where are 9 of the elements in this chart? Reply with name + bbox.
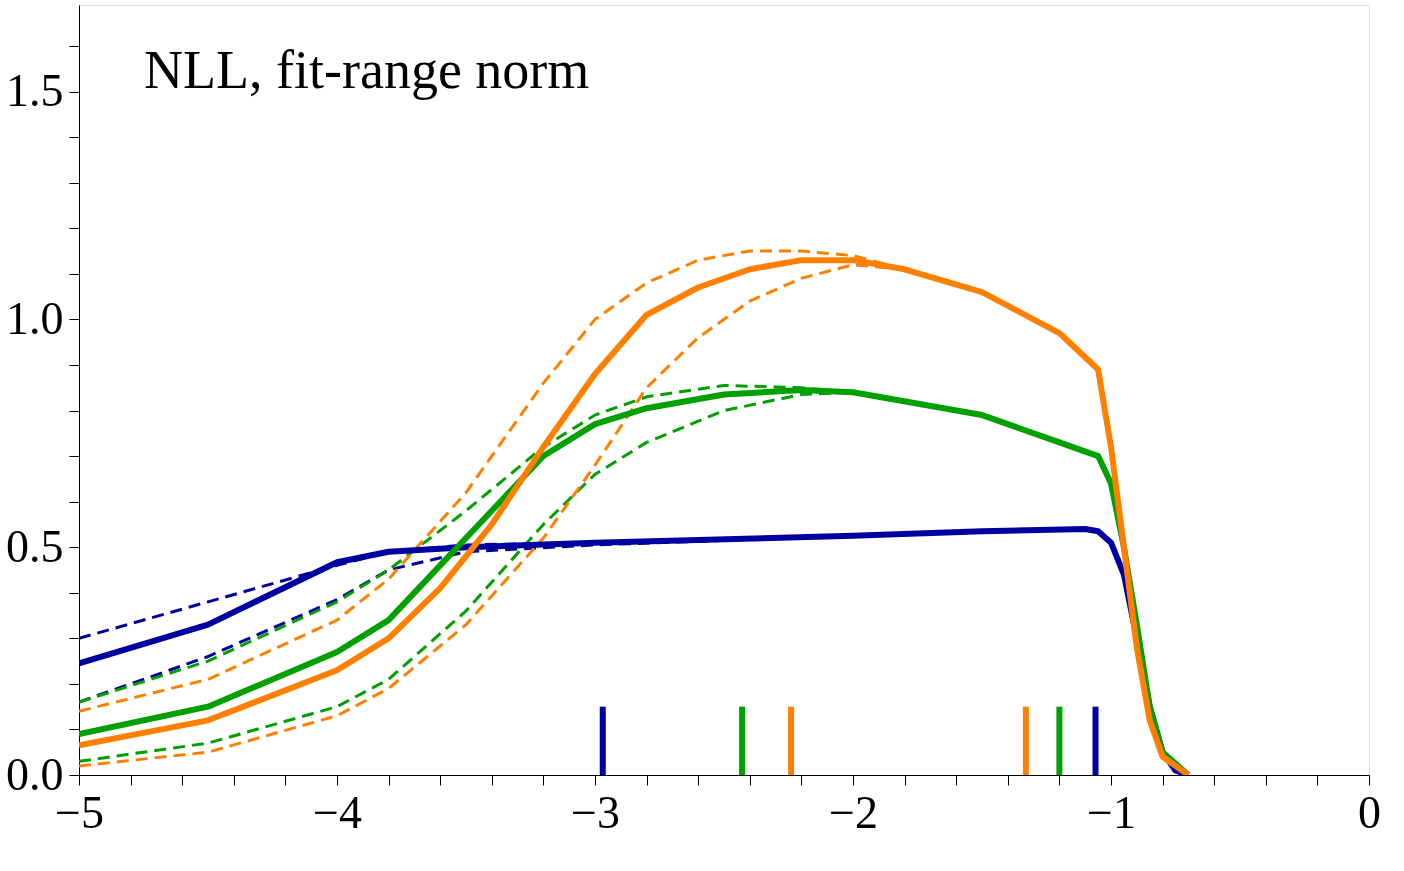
y-tick-label: 0.5 <box>6 520 64 572</box>
x-tick-label: −4 <box>313 786 362 838</box>
x-tick-label: −2 <box>829 786 878 838</box>
y-tick-label: 1.0 <box>6 292 64 344</box>
x-tick-label: −1 <box>1087 786 1136 838</box>
y-tick-label: 1.5 <box>6 65 64 117</box>
x-tick-label: 0 <box>1358 786 1381 838</box>
text: NLL, fit-range norm <box>144 40 590 100</box>
x-tick-label: −3 <box>571 786 620 838</box>
